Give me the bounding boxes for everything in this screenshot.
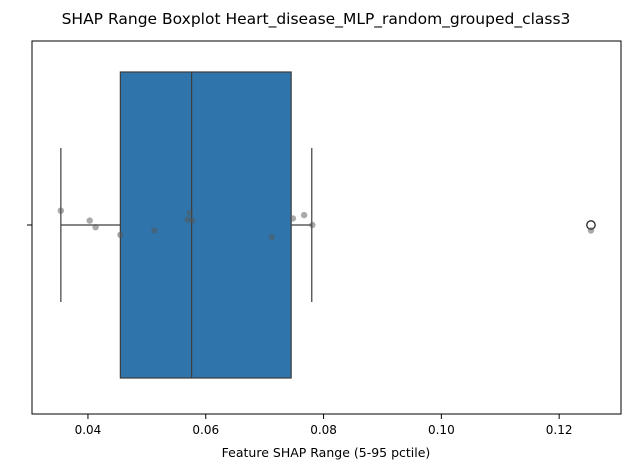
iqr-box xyxy=(119,71,292,379)
data-point xyxy=(151,227,158,234)
plot-area xyxy=(57,71,596,379)
data-point xyxy=(57,207,65,214)
data-point xyxy=(268,233,275,241)
data-point xyxy=(289,215,297,222)
x-tick-label: 0.10 xyxy=(428,423,455,437)
chart-title: SHAP Range Boxplot Heart_disease_MLP_ran… xyxy=(62,10,571,29)
plot-frame xyxy=(31,40,622,415)
data-point xyxy=(186,209,194,217)
x-tick-label: 0.04 xyxy=(75,423,102,437)
x-tick-label: 0.06 xyxy=(192,423,219,437)
x-axis: 0.04 0.06 0.08 0.10 0.12 xyxy=(27,224,573,437)
data-point xyxy=(189,217,196,224)
x-axis-label: Feature SHAP Range (5-95 pctile) xyxy=(222,445,431,460)
data-point xyxy=(86,217,93,224)
x-tick-label: 0.12 xyxy=(546,423,573,437)
data-point xyxy=(587,227,595,234)
data-point xyxy=(300,211,308,219)
data-point xyxy=(92,224,99,231)
data-point xyxy=(117,231,124,239)
x-tick-label: 0.08 xyxy=(310,423,337,437)
data-point xyxy=(309,221,316,229)
